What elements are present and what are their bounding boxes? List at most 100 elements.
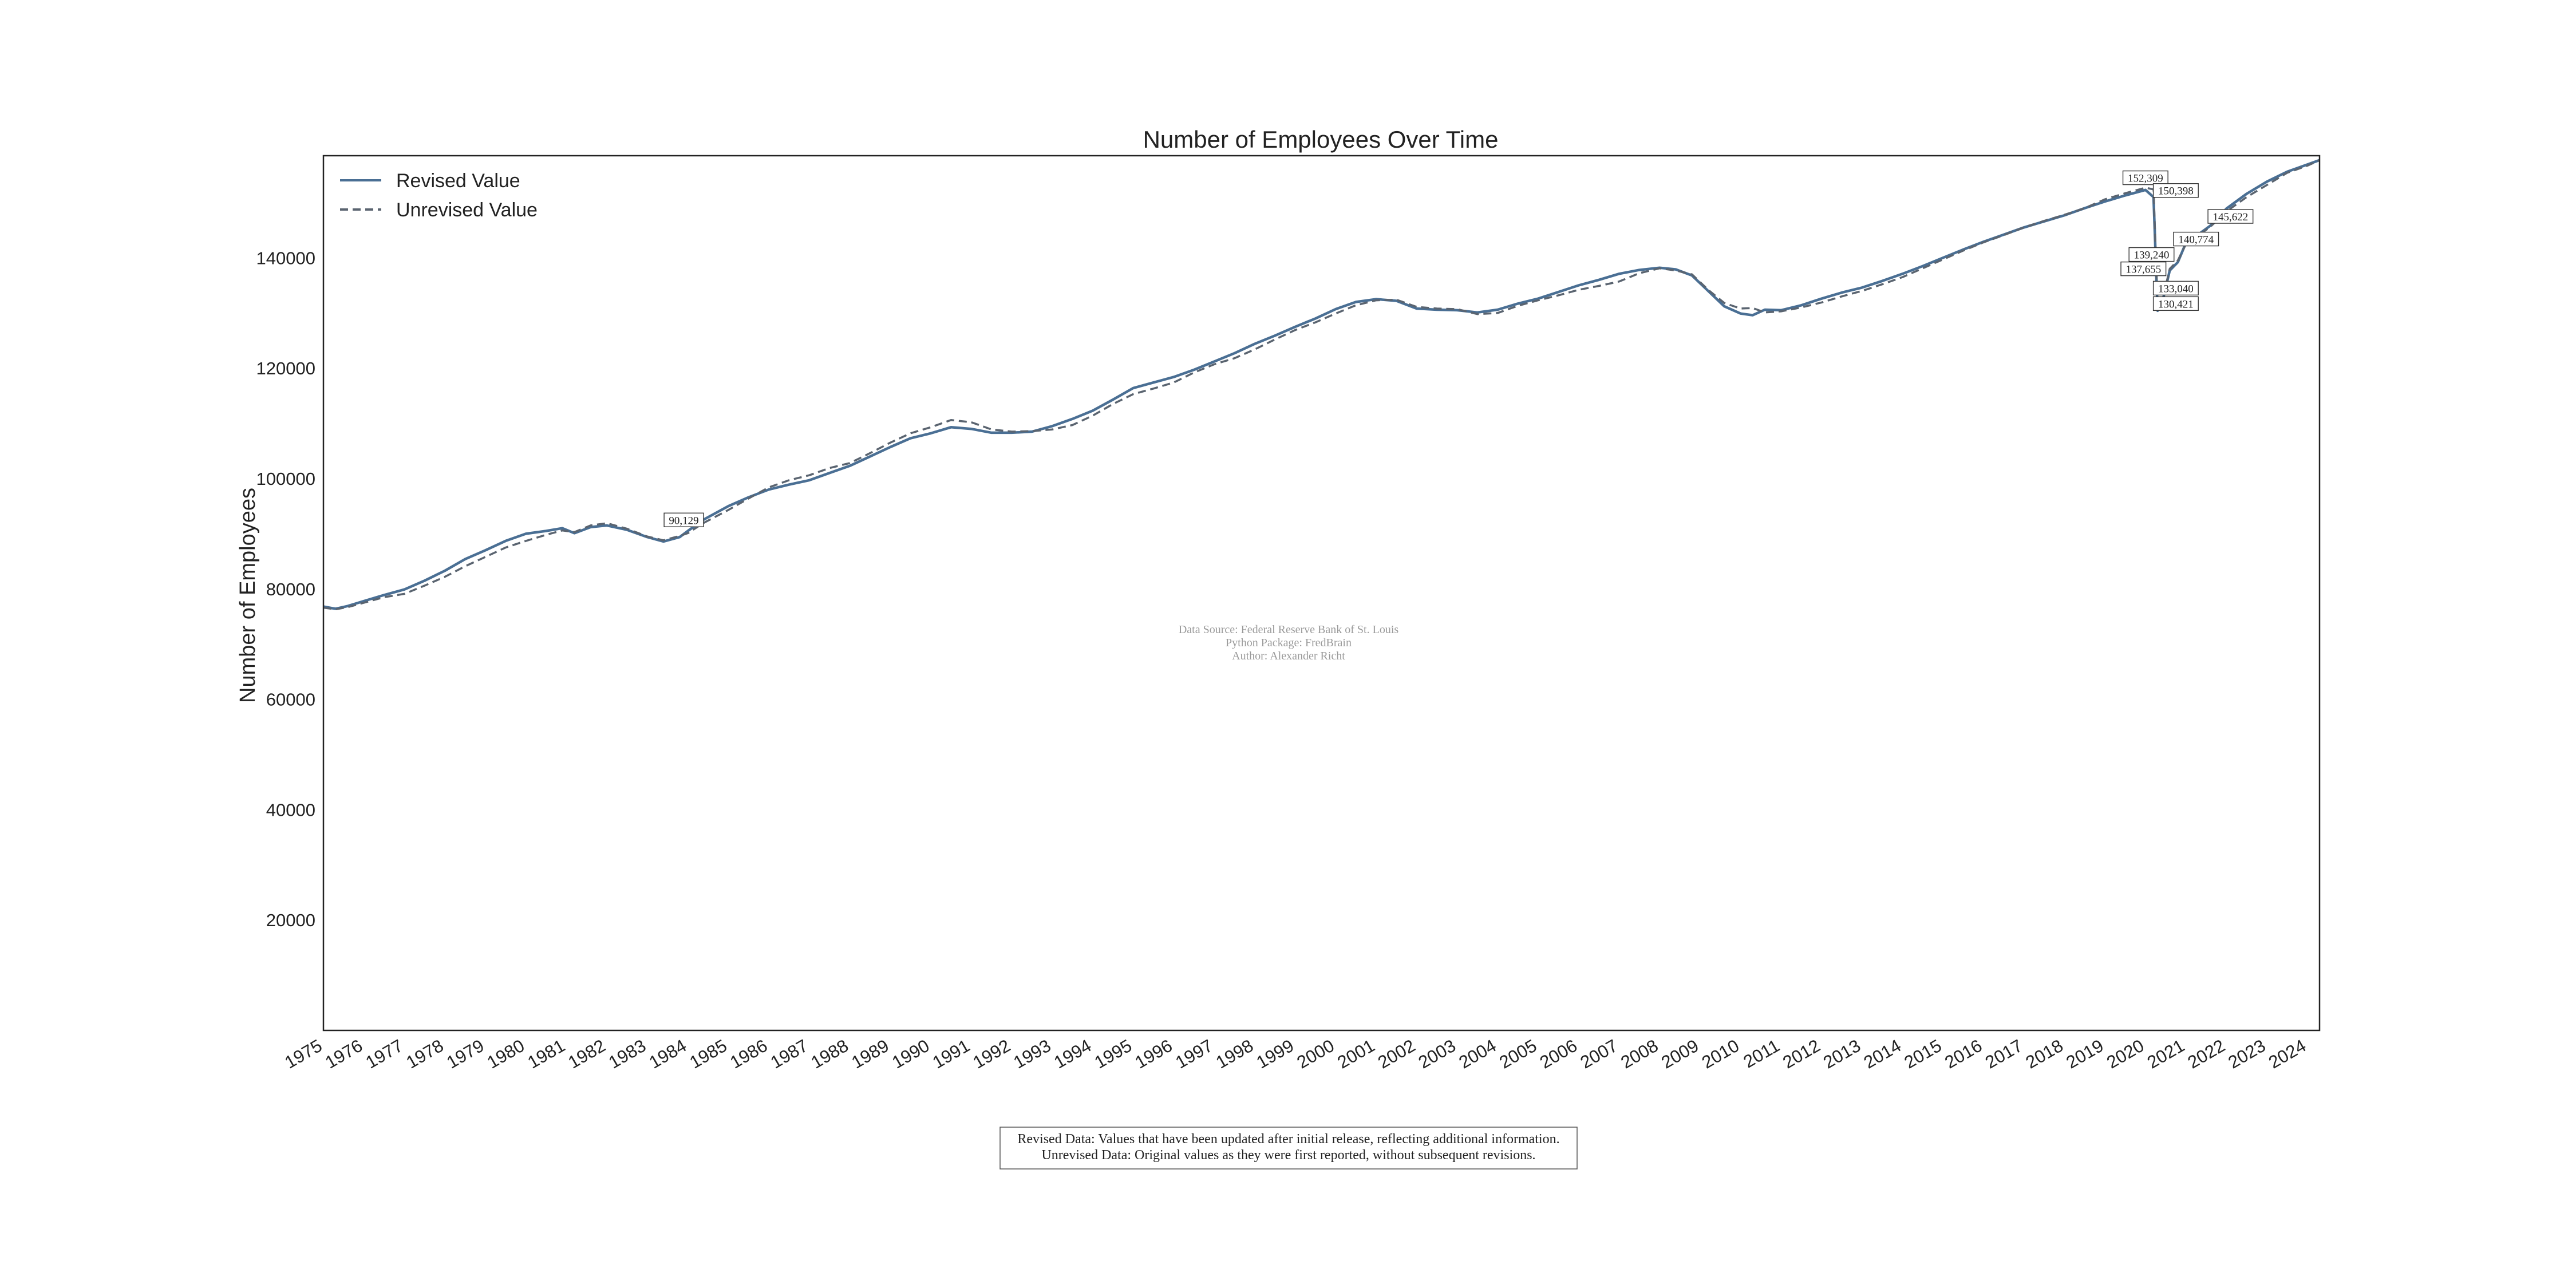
x-tick-label: 2011: [1740, 1036, 1783, 1072]
x-tick-label: 2024: [2265, 1036, 2309, 1073]
x-tick-label: 1982: [564, 1036, 609, 1073]
x-tick-label: 2004: [1455, 1036, 1499, 1073]
annotation-label: 140,774: [2178, 234, 2214, 246]
note-line-unrevised: Unrevised Data: Original values as they …: [1041, 1148, 1535, 1163]
annotation-label: 90,129: [669, 515, 698, 527]
annotation: 152,309: [2122, 170, 2168, 185]
x-tick-label: 2000: [1294, 1036, 1338, 1073]
x-tick-label: 1983: [605, 1036, 649, 1073]
source-line-1: Data Source: Federal Reserve Bank of St.…: [1179, 623, 1399, 636]
x-tick-label: 2019: [2063, 1036, 2107, 1073]
series-line-revised: [323, 159, 2320, 610]
y-axis-label: Number of Employees: [236, 488, 260, 703]
note-line-revised: Revised Data: Values that have been upda…: [1017, 1132, 1559, 1147]
x-tick-label: 2018: [2022, 1036, 2067, 1073]
y-tick-label: 60000: [266, 690, 315, 710]
x-tick-label: 1996: [1132, 1036, 1176, 1073]
annotation-label: 137,655: [2125, 264, 2161, 276]
x-tick-label: 2022: [2184, 1036, 2229, 1073]
annotation-box: [2152, 296, 2199, 311]
x-tick-label: 1976: [322, 1036, 366, 1073]
chart-title: Number of Employees Over Time: [1143, 126, 1499, 153]
x-tick-label: 2006: [1536, 1036, 1581, 1073]
x-tick-label: 2007: [1577, 1036, 1621, 1073]
y-tick-label: 140000: [256, 248, 315, 268]
annotation: 133,040: [2152, 280, 2199, 296]
legend-label-revised: Revised Value: [396, 170, 520, 192]
source-line-2: Python Package: FredBrain: [1226, 637, 1352, 649]
y-tick-label: 20000: [266, 910, 315, 930]
annotation-box: [2152, 280, 2199, 296]
x-tick-label: 1975: [281, 1036, 325, 1073]
x-tick-label: 2020: [2103, 1036, 2147, 1073]
y-tick-label: 100000: [256, 469, 315, 489]
x-tick-label: 2013: [1820, 1036, 1864, 1073]
x-tick-label: 2017: [1982, 1036, 2026, 1073]
x-tick-label: 2008: [1617, 1036, 1661, 1073]
plot-frame: [322, 155, 2321, 1032]
x-tick-label: 1992: [970, 1036, 1014, 1073]
x-tick-label: 1986: [726, 1036, 771, 1073]
x-tick-label: 1978: [402, 1036, 447, 1073]
legend-label-unrevised: Unrevised Value: [396, 199, 538, 221]
x-tick-label: 2001: [1334, 1036, 1378, 1073]
x-tick-label: 2023: [2225, 1036, 2269, 1073]
annotation-label: 145,622: [2213, 211, 2249, 223]
annotation: 145,622: [2207, 209, 2254, 224]
annotation-box: [2120, 261, 2167, 276]
x-tick-label: 1997: [1172, 1036, 1216, 1073]
x-tick-label: 1995: [1091, 1036, 1135, 1073]
annotation-box: [2173, 231, 2219, 247]
x-tick-label: 1991: [929, 1036, 973, 1073]
annotation-label: 152,309: [2128, 173, 2163, 185]
x-tick-label: 2003: [1415, 1036, 1459, 1073]
annotation-box: [2128, 247, 2175, 262]
y-tick-label: 80000: [266, 579, 315, 599]
x-tick-label: 2014: [1860, 1036, 1905, 1073]
y-tick-label: 40000: [266, 800, 315, 820]
annotation-box: [2207, 209, 2254, 224]
annotation-label: 150,398: [2158, 185, 2194, 197]
x-tick-label: 2010: [1698, 1036, 1743, 1073]
x-tick-label: 1988: [808, 1036, 852, 1073]
x-tick-label: 2016: [1941, 1036, 1985, 1073]
x-tick-label: 1981: [524, 1036, 568, 1073]
x-tick-label: 2009: [1658, 1036, 1702, 1073]
legend: Revised Value Unrevised Value: [340, 170, 538, 221]
series-line-unrevised: [323, 159, 2320, 611]
source-text: Data Source: Federal Reserve Bank of St.…: [1179, 623, 1399, 662]
x-tick-label: 1979: [443, 1036, 487, 1073]
annotation: 140,774: [2173, 231, 2219, 247]
explanation-note: Revised Data: Values that have been upda…: [999, 1127, 1578, 1170]
annotation-label: 139,240: [2134, 250, 2170, 262]
annotation-label: 133,040: [2158, 283, 2194, 295]
x-tick-label: 1977: [362, 1036, 406, 1073]
annotation: 150,398: [2152, 183, 2199, 198]
x-tick-label: 1999: [1253, 1036, 1297, 1073]
annotation-label: 130,421: [2158, 298, 2194, 310]
x-tick-label: 1987: [767, 1036, 811, 1073]
x-tick-label: 1994: [1050, 1036, 1095, 1073]
series-layer: [323, 159, 2320, 611]
x-tick-label: 1984: [646, 1036, 690, 1073]
x-ticks: 1975197619771978197919801981198219831984…: [281, 1036, 2309, 1073]
annotation: 90,129: [663, 512, 704, 527]
annotation-box: [2152, 183, 2199, 198]
x-tick-label: 2002: [1374, 1036, 1419, 1073]
x-tick-label: 1990: [888, 1036, 933, 1073]
annotation-box: [2122, 170, 2168, 185]
y-tick-label: 120000: [256, 358, 315, 378]
annotation: 130,421: [2152, 296, 2199, 311]
annotation: 137,655: [2120, 261, 2167, 276]
x-tick-label: 2021: [2144, 1036, 2188, 1073]
annotation: 139,240: [2128, 247, 2175, 262]
annotation-box: [663, 512, 704, 527]
y-ticks: 20000 40000 60000 80000 100000 120000 140000: [256, 248, 315, 930]
x-tick-label: 2005: [1496, 1036, 1540, 1073]
x-tick-label: 1989: [848, 1036, 892, 1073]
x-tick-label: 1998: [1212, 1036, 1257, 1073]
source-line-3: Author: Alexander Richt: [1232, 650, 1345, 662]
x-tick-label: 2012: [1779, 1036, 1823, 1073]
